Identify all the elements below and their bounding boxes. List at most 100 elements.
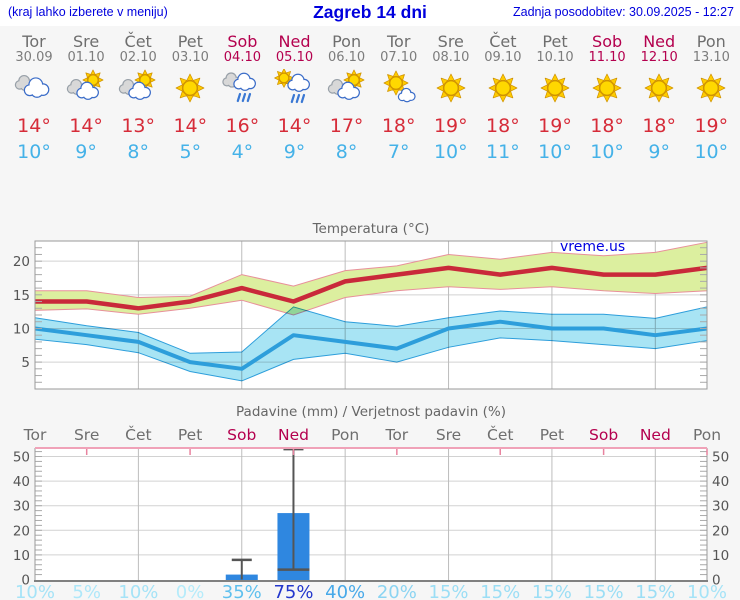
precip-day-label: Ned xyxy=(278,426,309,444)
cloud-body xyxy=(293,81,304,91)
cloud-body xyxy=(240,80,251,90)
precip-day-label: Sob xyxy=(589,426,618,444)
day-column-čet-02.10: Čet 02.10 13° 8° xyxy=(112,26,164,165)
low-temperature: 11° xyxy=(486,141,520,163)
high-temperature: 18° xyxy=(590,115,624,137)
rain-drop xyxy=(290,93,295,104)
day-date: 10.10 xyxy=(536,50,574,65)
day-name: Pon xyxy=(332,32,362,51)
precip-probability-label: 10% xyxy=(118,582,158,600)
day-column-ned-12.10: Ned 12.10 18° 9° xyxy=(633,26,685,165)
rain-drop xyxy=(295,93,300,104)
high-temperature: 14° xyxy=(277,115,312,137)
temp-y-label: 5 xyxy=(21,355,30,371)
sun-rays xyxy=(540,73,570,103)
sun-rays xyxy=(383,70,409,96)
day-name: Tor xyxy=(386,32,411,51)
weather-icon-sunny xyxy=(592,73,622,103)
day-column-pon-06.10: Pon 06.10 17° 8° xyxy=(321,26,373,165)
sun-disc xyxy=(703,80,720,96)
weather-icon-sunny xyxy=(696,73,726,103)
precip-probability-label: 10% xyxy=(15,582,55,600)
precip-day-label: Pon xyxy=(331,426,359,444)
precip-day-label: Pet xyxy=(178,426,202,444)
precip-y-label-right: 40 xyxy=(712,474,729,490)
precip-y-label-left: 50 xyxy=(13,450,30,466)
sun-rays xyxy=(488,73,518,103)
rain-drop xyxy=(247,92,252,103)
sun-rays xyxy=(696,73,726,103)
day-column-pet-03.10: Pet 03.10 14° 5° xyxy=(164,26,216,165)
location-hint: (kraj lahko izberete v meniju) xyxy=(8,5,168,19)
weather-icon-sunny xyxy=(540,73,570,103)
high-temperature: 14° xyxy=(173,115,208,137)
precip-y-label-left: 30 xyxy=(13,499,30,515)
page-title: Zagreb 14 dni xyxy=(313,2,427,22)
precip-day-label: Pon xyxy=(693,426,721,444)
day-date: 13.10 xyxy=(692,50,730,65)
precip-y-label-left: 10 xyxy=(13,548,30,564)
day-name: Pet xyxy=(177,32,203,51)
precip-day-label: Čet xyxy=(487,425,513,444)
sun-rays xyxy=(175,73,205,103)
day-date: 04.10 xyxy=(223,50,261,65)
day-column-pet-10.10: Pet 10.10 19° 10° xyxy=(529,26,581,165)
temp-minor-ticks xyxy=(35,247,707,383)
temp-y-label: 15 xyxy=(13,288,30,304)
precip-day-label: Sob xyxy=(227,426,256,444)
precip-day-label: Pet xyxy=(540,426,564,444)
watermark-link[interactable]: vreme.us xyxy=(560,239,625,255)
weather-icon-partly xyxy=(66,69,104,100)
precip-probability-label: 35% xyxy=(222,582,262,600)
high-temperature: 13° xyxy=(121,115,156,137)
day-date: 08.10 xyxy=(432,50,470,65)
day-icon-slot xyxy=(164,69,216,107)
day-icon-slot xyxy=(685,69,737,107)
day-date: 03.10 xyxy=(171,50,209,65)
weather-icon-sunny xyxy=(488,73,518,103)
precip-probability-label: 15% xyxy=(584,582,624,600)
precip-probability-label: 20% xyxy=(377,582,417,600)
day-column-pon-13.10: Pon 13.10 19° 10° xyxy=(685,26,737,165)
precip-y-label-right: 20 xyxy=(712,523,729,539)
sun-disc xyxy=(347,74,360,86)
rain-drop xyxy=(242,92,247,103)
sun-disc xyxy=(182,80,199,96)
day-name: Sre xyxy=(437,32,464,51)
sun-disc xyxy=(651,80,667,96)
day-date: 12.10 xyxy=(640,50,678,65)
high-temperature: 19° xyxy=(538,115,572,137)
low-temperature: 10° xyxy=(694,141,729,163)
day-column-sob-11.10: Sob 11.10 18° 10° xyxy=(581,26,633,165)
day-name: Pon xyxy=(696,32,726,51)
day-icon-slot xyxy=(321,69,373,107)
day-date: 30.09 xyxy=(15,50,53,65)
sun-rays xyxy=(436,73,466,103)
day-name: Čet xyxy=(489,32,517,51)
sun-disc xyxy=(495,80,511,96)
precip-probability-label: 15% xyxy=(532,582,572,600)
cloud-body xyxy=(343,89,354,99)
precip-probability-label: 15% xyxy=(635,582,675,600)
low-temperature: 5° xyxy=(179,141,202,163)
low-temperature: 10° xyxy=(433,141,468,163)
precipitation-chart: Padavine (mm) / Verjetnost padavin (%) To… xyxy=(13,404,729,600)
precip-day-label: Ned xyxy=(640,426,671,444)
sun-disc xyxy=(442,80,459,96)
day-name: Čet xyxy=(124,32,152,51)
precip-probability-label: 15% xyxy=(480,582,520,600)
precip-y-label-right: 10 xyxy=(712,548,729,564)
precip-minor-ticks xyxy=(35,451,707,576)
high-temperature: 19° xyxy=(694,115,729,137)
precip-y-label-left: 0 xyxy=(21,573,30,589)
low-temperature: 9° xyxy=(648,141,670,163)
day-column-sre-01.10: Sre 01.10 14° 9° xyxy=(60,26,112,165)
sun-disc xyxy=(547,80,563,96)
precip-day-label: Sre xyxy=(74,426,99,444)
sun-rays xyxy=(644,73,674,103)
precip-y-label-left: 20 xyxy=(13,523,30,539)
day-name: Sob xyxy=(592,32,623,51)
high-temperature: 18° xyxy=(381,115,416,137)
day-icon-slot xyxy=(216,69,268,107)
day-column-sob-04.10: Sob 04.10 16° 4° xyxy=(216,26,268,165)
